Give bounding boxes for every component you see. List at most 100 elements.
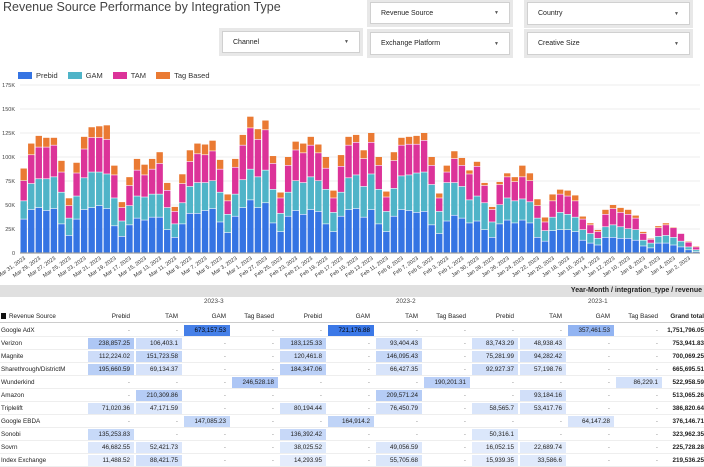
bar-segment-gam[interactable] bbox=[549, 217, 555, 230]
bar-segment-tag-based[interactable] bbox=[534, 199, 540, 205]
bar-segment-tam[interactable] bbox=[610, 209, 616, 225]
bar-segment-gam[interactable] bbox=[678, 241, 684, 246]
bar-segment-tam[interactable] bbox=[368, 143, 374, 174]
bar-segment-tam[interactable] bbox=[66, 206, 72, 218]
bar-segment-tag-based[interactable] bbox=[504, 173, 510, 176]
bar-segment-tam[interactable] bbox=[81, 149, 87, 177]
bar-segment-gam[interactable] bbox=[451, 183, 457, 215]
bar-segment-prebid[interactable] bbox=[595, 245, 601, 252]
bar-segment-gam[interactable] bbox=[28, 184, 34, 209]
bar-segment-tam[interactable] bbox=[633, 218, 639, 229]
bar-segment-gam[interactable] bbox=[429, 185, 435, 225]
bar-segment-tam[interactable] bbox=[270, 164, 276, 189]
bar-segment-prebid[interactable] bbox=[157, 217, 163, 252]
bar-segment-tam[interactable] bbox=[338, 167, 344, 192]
bar-segment-gam[interactable] bbox=[368, 174, 374, 209]
bar-segment-tag-based[interactable] bbox=[655, 226, 661, 227]
bar-segment-prebid[interactable] bbox=[557, 230, 563, 252]
bar-segment-tag-based[interactable] bbox=[202, 145, 208, 155]
bar-segment-prebid[interactable] bbox=[481, 230, 487, 252]
bar-segment-tam[interactable] bbox=[685, 242, 691, 246]
column-header[interactable]: Tag Based bbox=[424, 311, 470, 322]
bar-segment-tam[interactable] bbox=[451, 159, 457, 182]
bar-segment-prebid[interactable] bbox=[451, 216, 457, 253]
bar-segment-tam[interactable] bbox=[209, 151, 215, 180]
bar-segment-prebid[interactable] bbox=[361, 217, 367, 252]
bar-segment-tag-based[interactable] bbox=[466, 170, 472, 173]
bar-segment-tag-based[interactable] bbox=[255, 129, 261, 139]
bar-segment-prebid[interactable] bbox=[96, 206, 102, 252]
bar-segment-gam[interactable] bbox=[66, 218, 72, 235]
bar-segment-tag-based[interactable] bbox=[580, 217, 586, 219]
bar-segment-tag-based[interactable] bbox=[21, 169, 27, 181]
bar-segment-tag-based[interactable] bbox=[413, 136, 419, 144]
bar-segment-gam[interactable] bbox=[587, 234, 593, 243]
bar-segment-tag-based[interactable] bbox=[315, 145, 321, 153]
bar-segment-tag-based[interactable] bbox=[58, 161, 64, 172]
bar-segment-prebid[interactable] bbox=[21, 219, 27, 252]
bar-segment-tam[interactable] bbox=[617, 213, 623, 227]
bar-segment-tam[interactable] bbox=[96, 138, 102, 172]
bar-segment-prebid[interactable] bbox=[172, 238, 178, 253]
bar-segment-prebid[interactable] bbox=[119, 237, 125, 253]
bar-segment-prebid[interactable] bbox=[376, 224, 382, 252]
bar-segment-tam[interactable] bbox=[172, 212, 178, 224]
bar-segment-gam[interactable] bbox=[119, 221, 125, 236]
bar-segment-gam[interactable] bbox=[685, 247, 691, 249]
bar-segment-tam[interactable] bbox=[444, 172, 450, 182]
bar-segment-gam[interactable] bbox=[308, 177, 314, 209]
bar-segment-tag-based[interactable] bbox=[512, 177, 518, 181]
bar-segment-prebid[interactable] bbox=[323, 224, 329, 252]
bar-segment-gam[interactable] bbox=[43, 179, 49, 210]
column-header[interactable]: GAM bbox=[328, 311, 374, 322]
bar-segment-tam[interactable] bbox=[293, 150, 299, 180]
bar-segment-prebid[interactable] bbox=[625, 239, 631, 253]
bar-segment-prebid[interactable] bbox=[51, 209, 57, 253]
bar-segment-gam[interactable] bbox=[663, 236, 669, 243]
bar-segment-tam[interactable] bbox=[51, 145, 57, 176]
bar-segment-tam[interactable] bbox=[361, 159, 367, 186]
bar-segment-tag-based[interactable] bbox=[300, 144, 306, 153]
bar-segment-prebid[interactable] bbox=[549, 231, 555, 252]
column-header[interactable]: GAM bbox=[184, 311, 230, 322]
bar-segment-prebid[interactable] bbox=[406, 211, 412, 253]
bar-segment-gam[interactable] bbox=[89, 172, 95, 207]
bar-segment-tag-based[interactable] bbox=[572, 195, 578, 200]
bar-segment-tam[interactable] bbox=[693, 247, 699, 249]
bar-segment-tam[interactable] bbox=[104, 140, 110, 174]
bar-segment-tam[interactable] bbox=[663, 225, 669, 235]
legend-item-tam[interactable]: TAM bbox=[113, 71, 146, 80]
column-header[interactable]: Prebid bbox=[88, 311, 134, 322]
bar-segment-prebid[interactable] bbox=[572, 232, 578, 253]
filter-creative-size[interactable]: Creative Size▼ bbox=[527, 32, 690, 55]
bar-segment-gam[interactable] bbox=[421, 172, 427, 211]
bar-segment-tam[interactable] bbox=[587, 225, 593, 233]
bar-segment-tag-based[interactable] bbox=[232, 159, 238, 167]
bar-segment-prebid[interactable] bbox=[519, 220, 525, 252]
bar-segment-tag-based[interactable] bbox=[542, 217, 548, 221]
bar-segment-gam[interactable] bbox=[466, 200, 472, 222]
bar-segment-tam[interactable] bbox=[625, 215, 631, 229]
bar-segment-prebid[interactable] bbox=[126, 225, 132, 252]
bar-segment-tag-based[interactable] bbox=[270, 156, 276, 163]
bar-segment-gam[interactable] bbox=[225, 215, 231, 233]
bar-segment-tam[interactable] bbox=[315, 153, 321, 180]
bar-segment-gam[interactable] bbox=[293, 181, 299, 210]
bar-segment-tam[interactable] bbox=[164, 191, 170, 208]
bar-segment-tag-based[interactable] bbox=[497, 182, 503, 184]
bar-segment-tam[interactable] bbox=[648, 240, 654, 243]
bar-segment-tam[interactable] bbox=[134, 170, 140, 195]
bar-segment-prebid[interactable] bbox=[187, 214, 193, 253]
bar-segment-prebid[interactable] bbox=[534, 238, 540, 253]
bar-segment-tam[interactable] bbox=[36, 147, 42, 178]
column-header[interactable]: Prebid bbox=[280, 311, 326, 322]
bar-segment-gam[interactable] bbox=[572, 217, 578, 231]
bar-segment-tam[interactable] bbox=[655, 228, 661, 236]
bar-segment-tag-based[interactable] bbox=[209, 141, 215, 151]
bar-segment-gam[interactable] bbox=[187, 187, 193, 213]
bar-segment-prebid[interactable] bbox=[368, 210, 374, 253]
bar-segment-tag-based[interactable] bbox=[89, 127, 95, 137]
bar-segment-tag-based[interactable] bbox=[459, 158, 465, 165]
bar-segment-tag-based[interactable] bbox=[602, 210, 608, 214]
bar-segment-tag-based[interactable] bbox=[277, 193, 283, 198]
